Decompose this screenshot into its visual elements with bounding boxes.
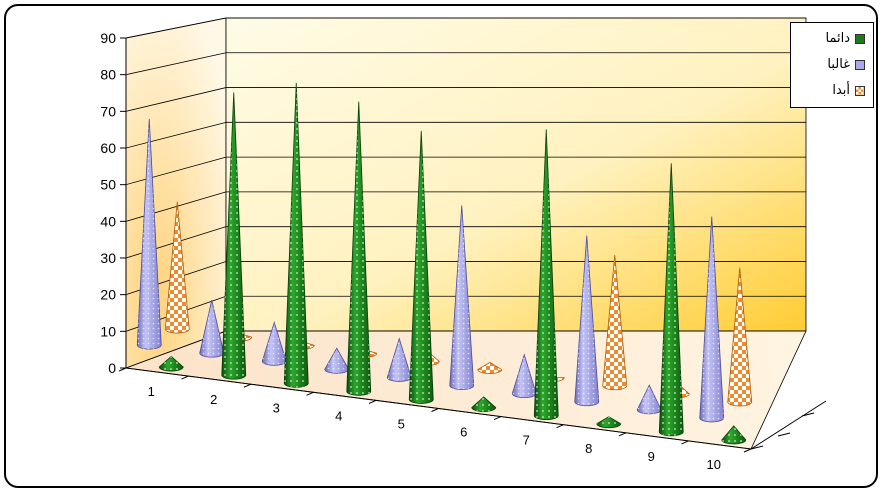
z-tick-mark (777, 432, 791, 437)
z-axis-line (750, 400, 827, 450)
cone-series-2-cat-1 (136, 118, 162, 350)
x-axis: 1 2 3 4 5 6 7 8 9 10 (118, 367, 827, 472)
x-tick-label: 2 (210, 392, 217, 407)
x-tick-mark (431, 408, 439, 412)
x-tick-label: 7 (523, 433, 530, 448)
gridline-side (125, 17, 227, 39)
legend-label-series-1: دائما (825, 31, 851, 46)
legend-item-series-2: غالبا (827, 57, 865, 72)
x-tick-label: 1 (148, 384, 155, 399)
cone-series-2-cat-6 (449, 205, 475, 390)
z-tick-mark (750, 445, 764, 450)
gridline-side (125, 52, 227, 76)
legend-item-series-3: أبدا (832, 83, 865, 98)
x-tick-mark (118, 367, 127, 372)
x-tick-mark (743, 448, 752, 453)
chart: 0 10 20 30 40 50 60 70 80 90 1 2 3 4 5 6 7 8 9 10 (100, 17, 827, 472)
y-axis: 0 10 20 30 40 50 60 70 80 90 (100, 30, 127, 376)
y-tick-label: 0 (108, 360, 116, 376)
cone-series-1-cat-2 (221, 92, 247, 380)
x-tick-mark (306, 391, 314, 396)
chart-marks (136, 82, 753, 445)
gridline-side (125, 87, 227, 112)
chart-frame: 0 10 20 30 40 50 60 70 80 90 1 2 3 4 5 6 7 8 9 10 دائما غا… (4, 4, 878, 488)
y-tick-label: 30 (100, 250, 116, 266)
x-tick-mark (493, 416, 502, 421)
x-tick-label: 10 (707, 457, 721, 472)
cone-series-1-cat-4 (346, 101, 372, 396)
back-wall (225, 17, 807, 332)
gridline-side (125, 191, 227, 222)
cone-series-3-cat-1 (164, 201, 190, 334)
cone-series-2-cat-10 (699, 216, 725, 423)
y-tick-label: 20 (100, 287, 116, 303)
x-tick-mark (556, 424, 564, 429)
legend-swatch-series-2 (855, 59, 865, 70)
x-tick-mark (368, 399, 377, 404)
cone-series-1-cat-3 (283, 82, 309, 388)
cone-series-3-cat-8 (602, 254, 628, 391)
cone-series-3-cat-10 (727, 267, 753, 407)
legend-label-series-2: غالبا (827, 57, 850, 72)
x-tick-label: 5 (398, 416, 405, 431)
y-tick-label: 80 (100, 67, 116, 83)
cone-series-3-cat-6 (477, 362, 503, 374)
cone-series-1-cat-5 (408, 130, 434, 404)
y-tick-label: 10 (100, 323, 116, 339)
y-tick-label: 50 (100, 177, 116, 193)
gridline-side (125, 121, 227, 149)
cone-series-1-cat-1 (158, 355, 184, 372)
x-tick-mark (243, 383, 252, 388)
y-tick-label: 70 (100, 103, 116, 119)
x-tick-mark (181, 375, 189, 380)
legend-swatch-series-3 (855, 85, 865, 96)
cone-series-1-cat-10 (721, 425, 747, 445)
legend-label-series-3: أبدا (832, 83, 850, 98)
x-tick-label: 9 (648, 449, 655, 464)
cone-series-1-cat-9 (658, 163, 684, 437)
y-tick-label: 60 (100, 140, 116, 156)
x-tick-label: 3 (273, 400, 280, 415)
cone-series-2-cat-8 (574, 235, 600, 407)
y-tick-label: 40 (100, 213, 116, 229)
x-tick-label: 6 (460, 425, 467, 440)
gridline-side (125, 156, 227, 186)
x-tick-mark (618, 432, 627, 437)
x-tick-label: 8 (585, 441, 592, 456)
x-tick-mark (681, 440, 689, 445)
legend: دائما غالبا أبدا (790, 22, 874, 108)
legend-swatch-series-1 (855, 33, 865, 44)
cone-series-1-cat-8 (596, 416, 622, 429)
cone-series-1-cat-7 (533, 129, 559, 421)
cone-series-1-cat-6 (471, 396, 497, 412)
legend-item-series-1: دائما (825, 31, 865, 46)
x-tick-label: 4 (335, 408, 342, 423)
z-tick-mark (801, 412, 815, 417)
y-tick-label: 90 (100, 30, 116, 46)
